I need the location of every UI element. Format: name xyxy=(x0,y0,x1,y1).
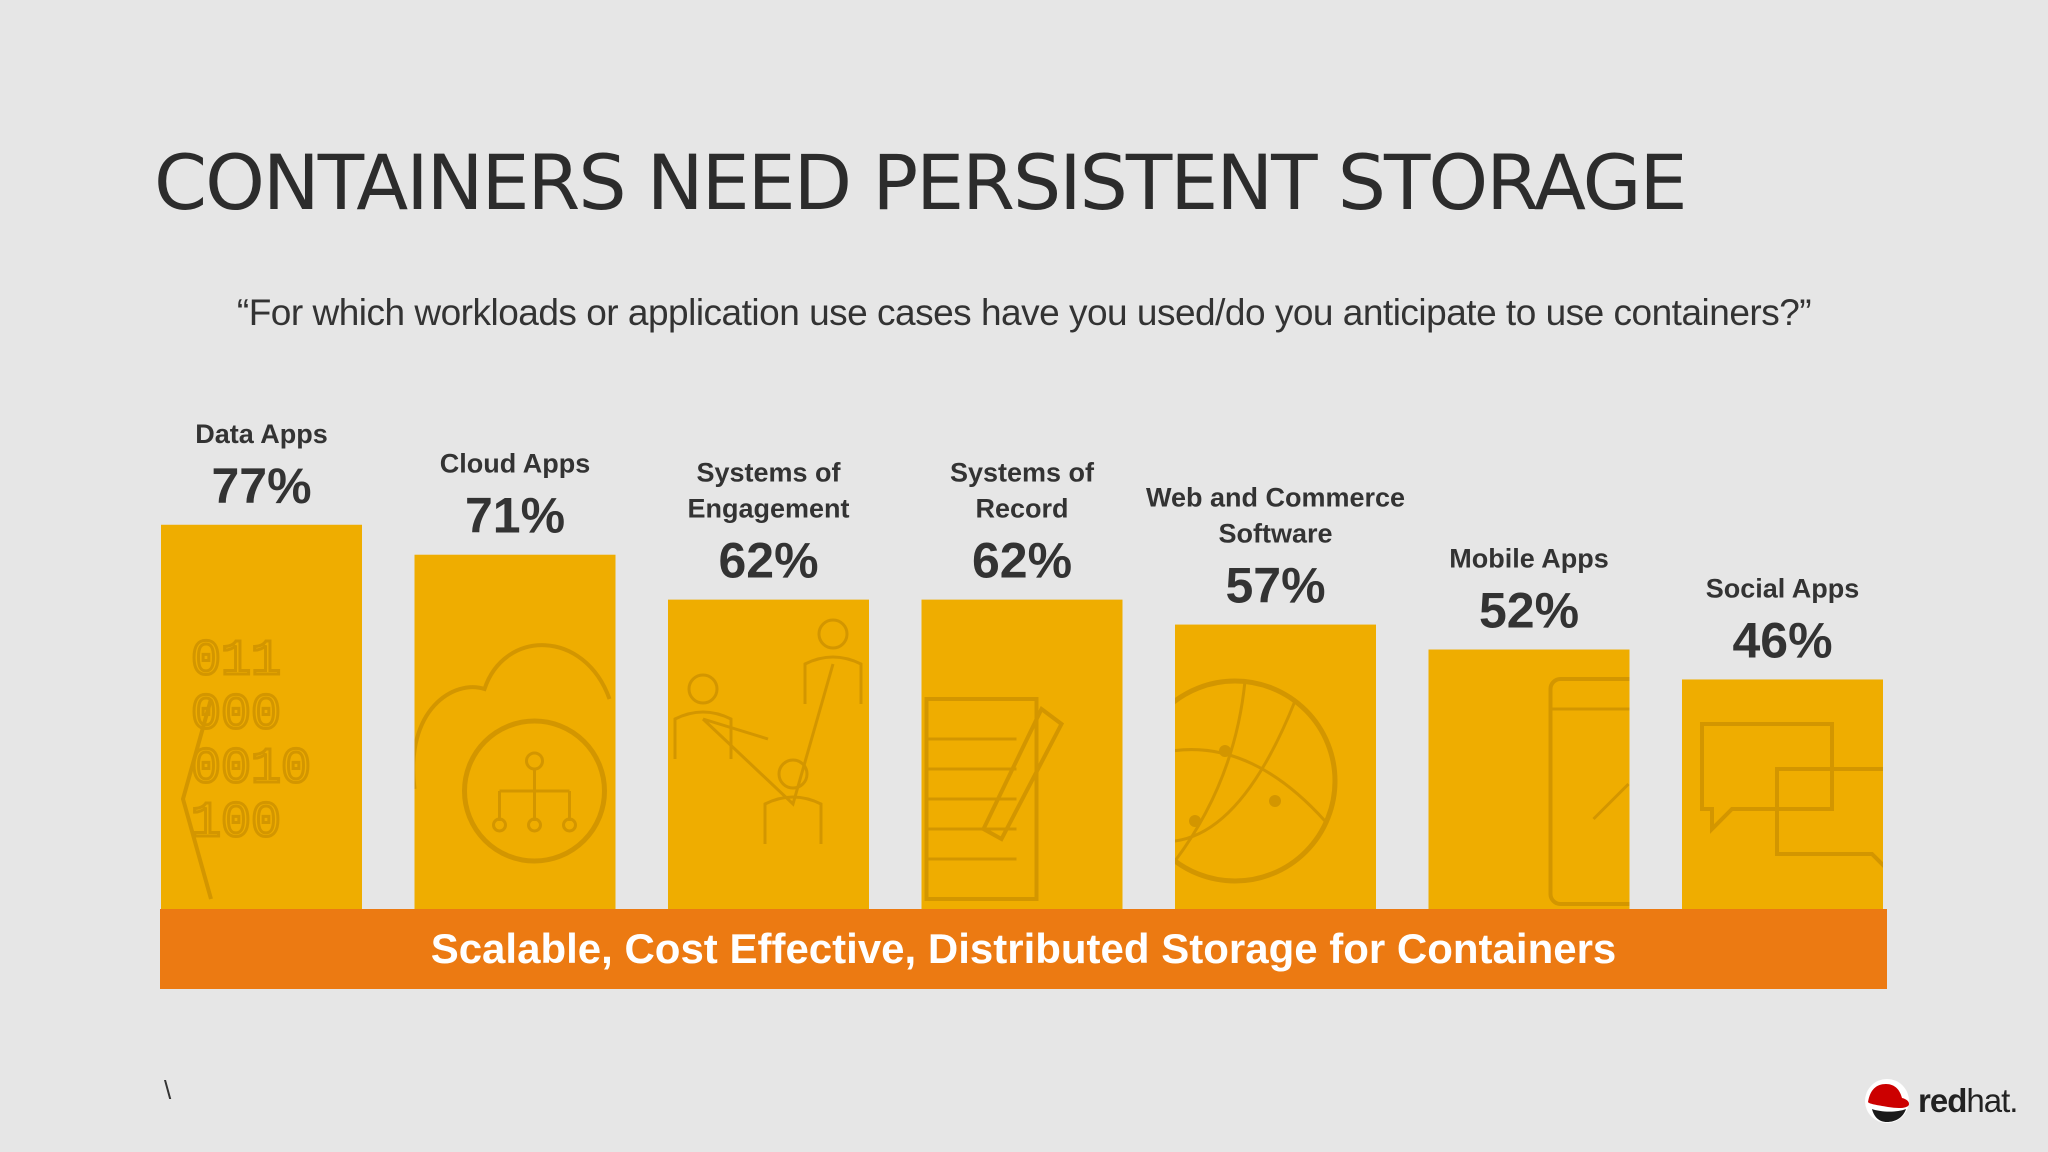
bar-1 xyxy=(414,554,616,909)
bar-category-label: Cloud Apps xyxy=(440,449,590,479)
bar-category-label: Engagement xyxy=(687,494,849,524)
survey-question: “For which workloads or application use … xyxy=(236,292,1812,333)
bar-value-label: 71% xyxy=(465,488,565,544)
bar-value-label: 46% xyxy=(1732,612,1832,668)
cloud-network-icon xyxy=(414,643,612,864)
storage-banner: Scalable, Cost Effective, Distributed St… xyxy=(160,909,1887,989)
bar-value-label: 62% xyxy=(972,533,1072,589)
bar-category-label: Systems of xyxy=(696,458,841,488)
page-title: CONTAINERS NEED PERSISTENT STORAGE xyxy=(154,138,1688,227)
bar-value-label: 77% xyxy=(211,458,311,514)
bar-6 xyxy=(1682,679,1883,909)
bar-category-label: Record xyxy=(975,494,1068,524)
people-network-icon xyxy=(673,618,863,844)
svg-text:100: 100 xyxy=(191,795,281,852)
bar-category-label: Web and Commerce xyxy=(1146,483,1405,513)
bar-category-label: Mobile Apps xyxy=(1449,544,1609,574)
bar-value-label: 57% xyxy=(1225,558,1325,614)
redhat-logo: redhat. xyxy=(1862,1078,2018,1124)
bar-4 xyxy=(1175,624,1376,909)
notepad-pencil-icon xyxy=(924,697,1065,901)
bar-category-label: Systems of xyxy=(950,458,1095,488)
bar-3 xyxy=(921,599,1123,909)
bar-value-label: 52% xyxy=(1479,583,1579,639)
redhat-wordmark: redhat. xyxy=(1918,1082,2018,1119)
bar-category-label: Software xyxy=(1218,519,1332,549)
globe-icon xyxy=(1175,678,1338,884)
mobile-phone-icon xyxy=(1548,677,1630,906)
svg-text:0010: 0010 xyxy=(191,741,311,798)
redhat-shadowman-icon xyxy=(1865,1079,1909,1123)
bar-5 xyxy=(1428,649,1630,909)
banner-text: Scalable, Cost Effective, Distributed St… xyxy=(430,925,1617,972)
stray-mark: \ xyxy=(164,1075,172,1105)
bar-2 xyxy=(668,599,869,909)
bar-value-label: 62% xyxy=(718,533,818,589)
chat-bubbles-icon xyxy=(1700,722,1883,868)
bar-category-label: Data Apps xyxy=(195,419,328,449)
bar-category-label: Social Apps xyxy=(1706,573,1860,603)
svg-text:011: 011 xyxy=(191,633,281,690)
